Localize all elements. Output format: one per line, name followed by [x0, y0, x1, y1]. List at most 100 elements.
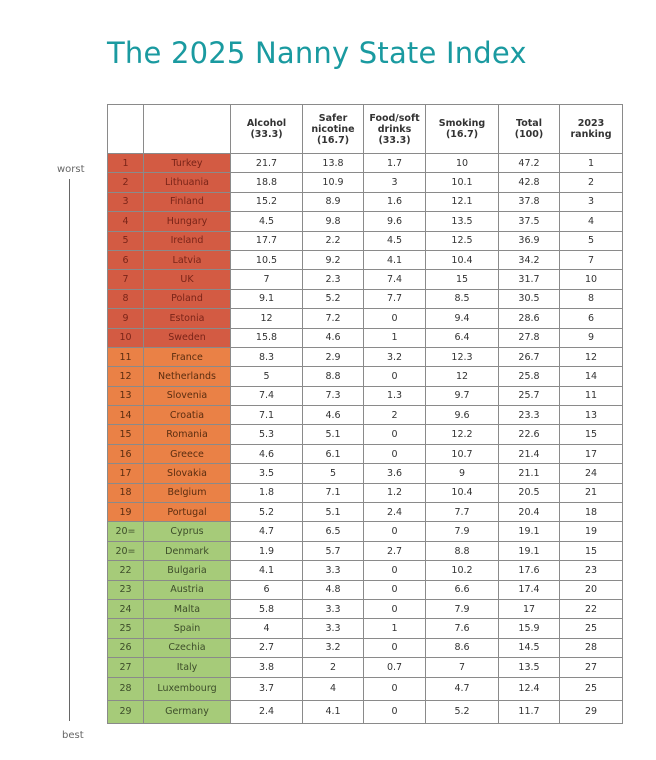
smoking-cell: 12.2: [425, 424, 499, 445]
header-row: Alcohol (33.3) Safer nicotine (16.7) Foo…: [107, 104, 623, 154]
smoking-cell: 10.1: [425, 172, 499, 193]
country-cell: Portugal: [143, 502, 231, 523]
smoking-cell: 5.2: [425, 699, 499, 724]
table-row: 23 Austria 6 4.8 0 6.6 17.4 20: [107, 579, 623, 600]
food-cell: 1: [363, 618, 426, 639]
alcohol-cell: 17.7: [230, 230, 303, 251]
table-row: 11 France 8.3 2.9 3.2 12.3 26.7 12: [107, 346, 623, 368]
smoking-cell: 4.7: [425, 676, 499, 701]
ranking-2023-cell: 17: [559, 443, 623, 465]
smoking-cell: 13.5: [425, 211, 499, 232]
header-alcohol-line1: Alcohol: [246, 118, 287, 129]
ranking-2023-cell: 19: [559, 521, 623, 542]
alcohol-cell: 9.1: [230, 288, 303, 310]
country-cell: Austria: [143, 579, 231, 600]
smoking-cell: 9.6: [425, 405, 499, 426]
nicotine-cell: 3.3: [302, 618, 364, 639]
alcohol-cell: 1.8: [230, 482, 303, 504]
rank-cell: 28: [107, 676, 144, 701]
ranking-2023-cell: 14: [559, 366, 623, 387]
food-cell: 0: [363, 521, 426, 542]
food-cell: 7.7: [363, 288, 426, 310]
alcohol-cell: 7.4: [230, 385, 303, 407]
nicotine-cell: 2.3: [302, 269, 364, 290]
ranking-2023-cell: 15: [559, 424, 623, 445]
header-alcohol: Alcohol (33.3): [230, 104, 303, 154]
ranking-2023-cell: 2: [559, 172, 623, 193]
header-smoking-line1: Smoking: [438, 118, 486, 129]
nicotine-cell: 5.7: [302, 540, 364, 562]
rank-cell: 19: [107, 502, 144, 523]
nicotine-cell: 4.6: [302, 405, 364, 426]
total-cell: 25.7: [498, 385, 560, 407]
rank-cell: 23: [107, 579, 144, 600]
nicotine-cell: 3.3: [302, 598, 364, 620]
smoking-cell: 7.7: [425, 502, 499, 523]
smoking-cell: 8.6: [425, 637, 499, 659]
food-cell: 0: [363, 308, 426, 329]
ranking-2023-cell: 25: [559, 618, 623, 639]
alcohol-cell: 7.1: [230, 405, 303, 426]
table-row: 27 Italy 3.8 2 0.7 7 13.5 27: [107, 657, 623, 678]
food-cell: 1.7: [363, 152, 426, 174]
food-cell: 0.7: [363, 657, 426, 678]
table-body: 1 Turkey 21.7 13.8 1.7 10 47.2 1 2 Lithuania 18.8 1…: [107, 152, 623, 724]
country-cell: Hungary: [143, 211, 231, 232]
table-row: 6 Latvia 10.5 9.2 4.1 10.4 34.2 7: [107, 249, 623, 271]
food-cell: 2.4: [363, 502, 426, 523]
table-row: 13 Slovenia 7.4 7.3 1.3 9.7 25.7 11: [107, 385, 623, 407]
nicotine-cell: 7.3: [302, 385, 364, 407]
smoking-cell: 9.7: [425, 385, 499, 407]
alcohol-cell: 12: [230, 308, 303, 329]
ranking-2023-cell: 28: [559, 637, 623, 659]
total-cell: 47.2: [498, 152, 560, 174]
nicotine-cell: 9.8: [302, 211, 364, 232]
smoking-cell: 9.4: [425, 308, 499, 329]
food-cell: 2.7: [363, 540, 426, 562]
table-row: 9 Estonia 12 7.2 0 9.4 28.6 6: [107, 308, 623, 329]
rank-cell: 10: [107, 327, 144, 348]
total-cell: 19.1: [498, 521, 560, 542]
ranking-2023-cell: 12: [559, 346, 623, 368]
nicotine-cell: 4.6: [302, 327, 364, 348]
country-cell: Denmark: [143, 540, 231, 562]
table-row: 8 Poland 9.1 5.2 7.7 8.5 30.5 8: [107, 288, 623, 310]
total-cell: 19.1: [498, 540, 560, 562]
alcohol-cell: 5.8: [230, 598, 303, 620]
nanny-state-table: Alcohol (33.3) Safer nicotine (16.7) Foo…: [107, 104, 623, 724]
nicotine-cell: 5: [302, 463, 364, 484]
header-food-line3: (33.3): [378, 134, 411, 146]
alcohol-cell: 15.8: [230, 327, 303, 348]
total-cell: 22.6: [498, 424, 560, 445]
food-cell: 0: [363, 560, 426, 581]
food-cell: 1.3: [363, 385, 426, 407]
table-row: 22 Bulgaria 4.1 3.3 0 10.2 17.6 23: [107, 560, 623, 581]
table-row: 20= Denmark 1.9 5.7 2.7 8.8 19.1 15: [107, 540, 623, 562]
rank-cell: 6: [107, 249, 144, 271]
alcohol-cell: 2.7: [230, 637, 303, 659]
total-cell: 12.4: [498, 676, 560, 701]
country-cell: Romania: [143, 424, 231, 445]
header-country: [143, 104, 231, 154]
alcohol-cell: 18.8: [230, 172, 303, 193]
table-row: 14 Croatia 7.1 4.6 2 9.6 23.3 13: [107, 405, 623, 426]
table-row: 4 Hungary 4.5 9.8 9.6 13.5 37.5 4: [107, 211, 623, 232]
country-cell: Turkey: [143, 152, 231, 174]
country-cell: Italy: [143, 657, 231, 678]
nicotine-cell: 3.2: [302, 637, 364, 659]
smoking-cell: 12.1: [425, 191, 499, 213]
table-row: 12 Netherlands 5 8.8 0 12 25.8 14: [107, 366, 623, 387]
total-cell: 30.5: [498, 288, 560, 310]
total-cell: 20.4: [498, 502, 560, 523]
rank-cell: 4: [107, 211, 144, 232]
food-cell: 0: [363, 598, 426, 620]
food-cell: 2: [363, 405, 426, 426]
food-cell: 0: [363, 676, 426, 701]
rank-cell: 27: [107, 657, 144, 678]
ranking-2023-cell: 24: [559, 463, 623, 484]
table-row: 1 Turkey 21.7 13.8 1.7 10 47.2 1: [107, 152, 623, 174]
rank-cell: 20=: [107, 521, 144, 542]
smoking-cell: 10.4: [425, 482, 499, 504]
smoking-cell: 8.8: [425, 540, 499, 562]
rank-cell: 15: [107, 424, 144, 445]
